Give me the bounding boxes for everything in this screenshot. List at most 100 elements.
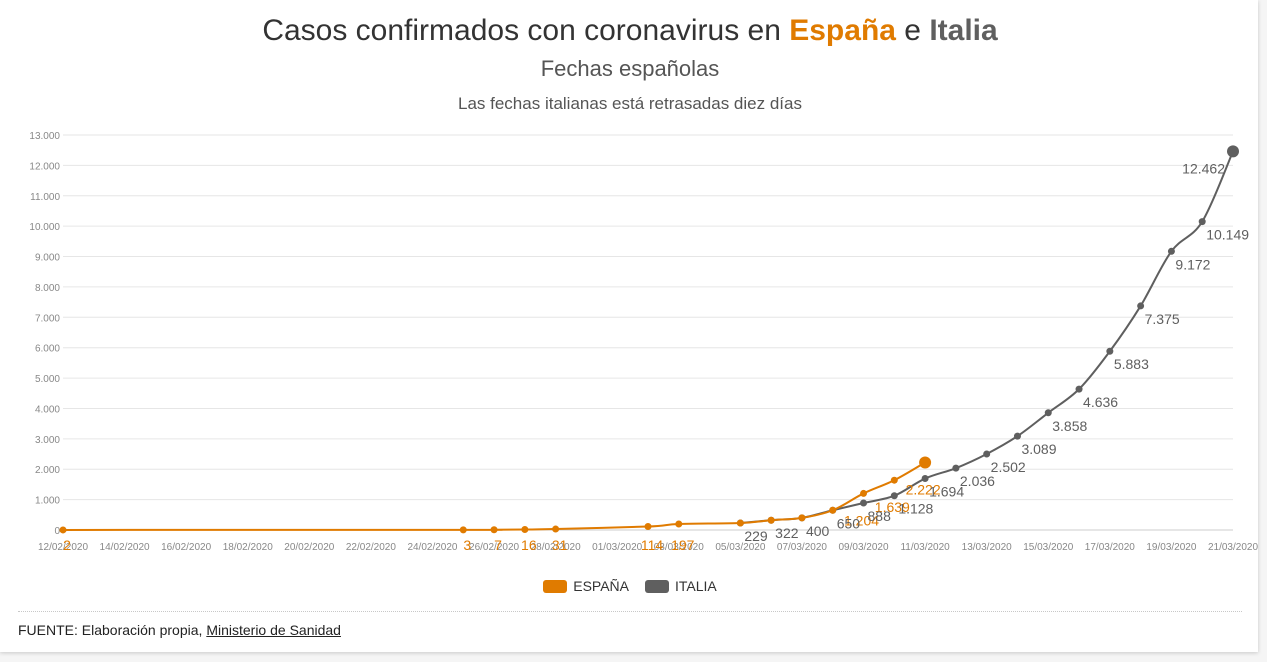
y-tick-label: 8.000	[35, 283, 60, 294]
chart-title: Casos confirmados con coronavirus en Esp…	[0, 14, 1260, 48]
data-label-spain: 2.222	[906, 481, 941, 497]
data-point-italy	[983, 450, 991, 458]
source-label: FUENTE: Elaboración propia,	[18, 622, 207, 638]
x-tick-label: 05/03/2020	[715, 542, 765, 553]
data-point-italy	[860, 499, 868, 507]
y-tick-label: 1.000	[35, 496, 60, 507]
x-tick-label: 21/03/2020	[1208, 542, 1258, 553]
data-label-italy: 4.636	[1083, 394, 1118, 410]
title-spain: España	[789, 14, 896, 47]
legend-swatch-italy	[645, 579, 669, 593]
data-label-spain: 197	[671, 537, 695, 553]
x-tick-label: 20/02/2020	[284, 542, 334, 553]
x-tick-label: 22/02/2020	[346, 542, 396, 553]
y-tick-label: 5.000	[35, 374, 60, 385]
data-point-spain	[675, 520, 683, 528]
data-label-italy: 9.172	[1175, 256, 1210, 272]
x-tick-label: 09/03/2020	[838, 542, 888, 553]
data-label-italy: 5.883	[1114, 356, 1149, 372]
title-italy: Italia	[929, 14, 998, 47]
x-tick-label: 11/03/2020	[900, 542, 950, 553]
x-tick-label: 18/02/2020	[223, 542, 273, 553]
data-label-italy: 3.858	[1052, 418, 1087, 434]
data-label-italy: 322	[775, 525, 799, 541]
data-label-spain: 2	[63, 537, 71, 553]
x-tick-label: 12/02/2020	[38, 542, 88, 553]
title-prefix: Casos confirmados con coronavirus en	[262, 14, 790, 47]
data-label-italy: 10.149	[1206, 227, 1249, 243]
data-point-italy	[1137, 302, 1145, 310]
data-label-spain: 31	[552, 537, 568, 553]
y-tick-label: 11.000	[30, 192, 60, 203]
data-point-spain	[829, 506, 837, 514]
series-line-italy	[740, 150, 1234, 525]
data-label-italy: 2.036	[960, 473, 995, 489]
data-label-italy: 3.089	[1021, 441, 1056, 457]
y-tick-label: 4.000	[35, 404, 60, 415]
x-tick-label: 26/02/2020	[469, 542, 519, 553]
y-tick-label: 9.000	[35, 253, 60, 264]
chart-subtitle: Fechas españolas	[540, 56, 720, 81]
chart-description: Las fechas italianas está retrasadas die…	[458, 94, 802, 113]
data-label-spain: 1.639	[875, 499, 910, 515]
x-tick-label: 24/02/2020	[407, 542, 457, 553]
data-point-italy	[1075, 385, 1083, 393]
legend-swatch-spain	[543, 579, 568, 593]
x-tick-label: 15/03/2020	[1023, 542, 1073, 553]
data-point-italy	[952, 464, 960, 472]
line-chart: 0 1.000 2.000 3.000 4.000 5.000 6.000 7.000 8.00…	[29, 131, 1258, 553]
data-label-italy: 2.502	[991, 459, 1026, 475]
data-label-italy: 1.128	[898, 501, 933, 517]
legend-item-italy[interactable]: ITALIA	[645, 578, 717, 594]
data-point-italy	[1198, 218, 1206, 226]
data-point-italy	[1167, 247, 1175, 255]
x-tick-label: 13/03/2020	[962, 542, 1012, 553]
data-label-spain: 7	[494, 537, 502, 553]
data-point-italy	[921, 475, 929, 483]
y-tick-label: 2.000	[35, 465, 60, 476]
data-label-italy: 7.375	[1145, 311, 1180, 327]
data-label-spain: 114	[641, 537, 664, 553]
x-tick-label: 17/03/2020	[1085, 542, 1135, 553]
title-middle: e	[895, 14, 930, 47]
data-point-italy	[1044, 409, 1052, 417]
x-tick-label: 03/03/2020	[654, 542, 704, 553]
y-tick-label: 12.000	[29, 161, 60, 172]
legend-item-spain[interactable]: ESPAÑA	[543, 578, 629, 594]
x-tick-label: 01/03/2020	[592, 542, 642, 553]
data-point-spain	[490, 526, 498, 534]
y-tick-label: 7.000	[35, 313, 60, 324]
source-link[interactable]: Ministerio de Sanidad	[206, 622, 341, 638]
data-point-spain	[59, 526, 67, 534]
data-label-italy: 1.694	[929, 484, 964, 500]
data-point-spain	[644, 523, 652, 531]
data-point-spain	[736, 519, 744, 527]
data-label-spain: 16	[521, 537, 537, 553]
data-label-italy: 229	[744, 528, 768, 544]
source-note: FUENTE: Elaboración propia, Ministerio d…	[18, 622, 341, 638]
y-tick-label: 13.000	[29, 131, 60, 142]
y-tick-label: 3.000	[35, 435, 60, 446]
y-tick-label: 0	[54, 526, 60, 537]
y-tick-label: 10.000	[29, 222, 60, 233]
series-line-spain	[62, 461, 926, 531]
data-label-spain: 3	[463, 537, 471, 553]
data-label-italy: 12.462	[1182, 160, 1225, 176]
legend-label-italy: ITALIA	[675, 578, 717, 594]
x-tick-label: 16/02/2020	[161, 542, 211, 553]
data-label-italy: 650	[837, 515, 861, 531]
data-point-spain	[798, 514, 806, 522]
data-point-spain	[459, 526, 467, 534]
legend: ESPAÑA ITALIA	[0, 578, 1260, 594]
data-point-spain	[860, 489, 868, 497]
data-point-spain	[552, 525, 560, 533]
footer-divider	[18, 611, 1242, 612]
data-point-italy	[890, 492, 898, 500]
x-tick-label: 19/03/2020	[1146, 542, 1196, 553]
data-point-spain	[521, 526, 529, 534]
x-tick-label: 07/03/2020	[777, 542, 827, 553]
x-tick-label: 14/02/2020	[100, 542, 150, 553]
data-label-italy: 888	[868, 508, 892, 524]
x-tick-label: 28/02/2020	[531, 542, 581, 553]
data-point-italy	[1106, 347, 1114, 355]
